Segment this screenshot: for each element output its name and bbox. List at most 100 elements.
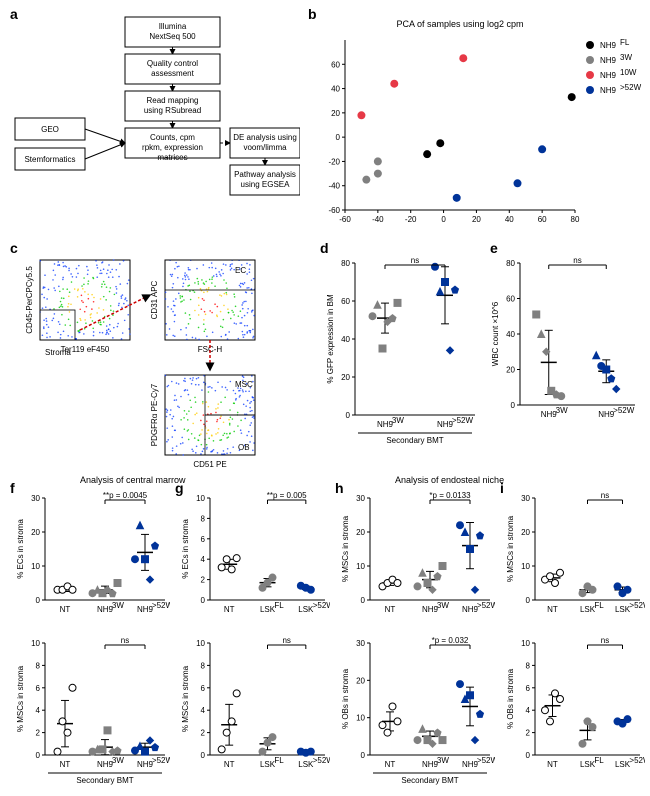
svg-text:% MSCs in stroma: % MSCs in stroma [16, 665, 25, 732]
svg-text:-40: -40 [372, 215, 384, 224]
svg-text:>52W: >52W [477, 756, 495, 765]
svg-text:10: 10 [521, 639, 530, 648]
svg-text:LSK: LSK [298, 605, 314, 614]
svg-text:60: 60 [331, 60, 340, 69]
svg-text:0: 0 [526, 751, 531, 760]
panel-c-label: c [10, 240, 18, 256]
svg-text:LSK: LSK [615, 760, 631, 769]
svg-text:ns: ns [573, 256, 581, 265]
svg-text:20: 20 [506, 366, 515, 375]
svg-text:assessment: assessment [151, 69, 194, 78]
svg-text:10: 10 [31, 562, 40, 571]
svg-text:CD51 PE: CD51 PE [193, 460, 226, 469]
svg-text:DE analysis using: DE analysis using [233, 133, 297, 142]
svg-text:Secondary BMT: Secondary BMT [76, 776, 133, 785]
central-marrow-header: Analysis of central marrow [80, 475, 186, 485]
svg-text:0: 0 [36, 751, 41, 760]
svg-text:WBC count ×10^6: WBC count ×10^6 [491, 301, 500, 366]
svg-text:0: 0 [526, 596, 531, 605]
svg-text:**p = 0.0045: **p = 0.0045 [103, 491, 148, 500]
svg-text:3W: 3W [437, 756, 449, 765]
svg-text:4: 4 [201, 555, 206, 564]
svg-text:ns: ns [282, 636, 290, 645]
panel-c-facs: Ter119 eF450CD45-PerCPCy5.5StromaFSC-HCD… [10, 255, 310, 470]
svg-text:LSK: LSK [615, 605, 631, 614]
svg-text:matrices: matrices [157, 153, 187, 162]
svg-text:4: 4 [36, 706, 41, 715]
svg-text:voom/limma: voom/limma [243, 143, 287, 152]
svg-text:30: 30 [356, 639, 365, 648]
svg-text:60: 60 [341, 297, 350, 306]
svg-text:2: 2 [201, 576, 206, 585]
svg-text:6: 6 [201, 535, 206, 544]
svg-text:NH9: NH9 [600, 41, 617, 50]
svg-text:10: 10 [521, 562, 530, 571]
svg-text:NT: NT [224, 760, 235, 769]
svg-text:20: 20 [341, 373, 350, 382]
svg-text:-20: -20 [328, 157, 340, 166]
svg-text:8: 8 [36, 661, 41, 670]
svg-text:0: 0 [36, 596, 41, 605]
svg-text:**p = 0.005: **p = 0.005 [267, 491, 307, 500]
svg-text:0: 0 [346, 411, 351, 420]
svg-text:NH9: NH9 [600, 56, 617, 65]
svg-text:4: 4 [201, 706, 206, 715]
svg-text:NT: NT [60, 605, 71, 614]
svg-text:% OBs in stroma: % OBs in stroma [341, 668, 350, 729]
panel-e-chart: 020406080WBC count ×10^6NH93WNH9>52Wns [490, 255, 645, 455]
svg-text:20: 20 [521, 528, 530, 537]
svg-text:LSK: LSK [580, 760, 596, 769]
svg-text:Illumina: Illumina [159, 22, 187, 31]
svg-text:20: 20 [356, 676, 365, 685]
svg-text:FL: FL [274, 756, 284, 765]
svg-text:>52W: >52W [313, 756, 330, 765]
svg-text:Quality control: Quality control [147, 59, 198, 68]
svg-text:NextSeq 500: NextSeq 500 [149, 32, 196, 41]
svg-text:4: 4 [526, 706, 531, 715]
svg-text:2: 2 [526, 729, 531, 738]
svg-text:80: 80 [341, 259, 350, 268]
panel-f-charts: 0102030% ECs in stromaNTNH93WNH9>52W**p … [15, 490, 170, 790]
svg-text:% ECs in stroma: % ECs in stroma [181, 519, 190, 579]
svg-text:60: 60 [506, 295, 515, 304]
svg-text:GEO: GEO [41, 125, 59, 134]
svg-text:NT: NT [60, 760, 71, 769]
svg-text:0: 0 [201, 751, 206, 760]
svg-text:% ECs in stroma: % ECs in stroma [16, 519, 25, 579]
svg-text:8: 8 [201, 514, 206, 523]
svg-text:0: 0 [336, 133, 341, 142]
svg-text:ns: ns [601, 491, 609, 500]
svg-text:Secondary BMT: Secondary BMT [401, 776, 458, 785]
svg-text:NT: NT [385, 605, 396, 614]
svg-text:10: 10 [356, 562, 365, 571]
svg-text:3W: 3W [620, 53, 632, 62]
svg-text:OB: OB [238, 443, 250, 452]
svg-text:80: 80 [506, 259, 515, 268]
panel-b-pca: PCA of samples using log2 cpm-60-40-2002… [310, 15, 645, 235]
svg-text:-40: -40 [328, 182, 340, 191]
svg-text:ns: ns [601, 636, 609, 645]
svg-text:CD31 APC: CD31 APC [150, 280, 159, 319]
svg-text:2: 2 [201, 729, 206, 738]
svg-text:10: 10 [31, 639, 40, 648]
panel-g-charts: 0246810% ECs in stromaNTLSKFLLSK>52W**p … [180, 490, 330, 790]
svg-text:20: 20 [331, 109, 340, 118]
svg-text:>52W: >52W [477, 601, 495, 610]
svg-text:NH9: NH9 [600, 86, 617, 95]
svg-text:LSK: LSK [298, 760, 314, 769]
svg-text:% OBs in stroma: % OBs in stroma [506, 668, 515, 729]
svg-text:Read mapping: Read mapping [146, 96, 198, 105]
svg-text:PDGFRα PE-Cy7: PDGFRα PE-Cy7 [150, 383, 159, 446]
svg-text:>52W: >52W [620, 83, 642, 92]
svg-text:3W: 3W [556, 406, 568, 415]
svg-text:>52W: >52W [613, 406, 635, 415]
svg-text:Counts, cpm: Counts, cpm [150, 133, 195, 142]
svg-text:Stemformatics: Stemformatics [24, 155, 75, 164]
svg-text:LSK: LSK [260, 760, 276, 769]
svg-text:30: 30 [356, 494, 365, 503]
svg-text:0: 0 [201, 596, 206, 605]
svg-text:3W: 3W [437, 601, 449, 610]
svg-text:3W: 3W [112, 601, 124, 610]
svg-text:Pathway analysis: Pathway analysis [234, 170, 296, 179]
panel-i-charts: 0102030% MSCs in stromaNTLSKFLLSK>52Wns0… [505, 490, 645, 790]
